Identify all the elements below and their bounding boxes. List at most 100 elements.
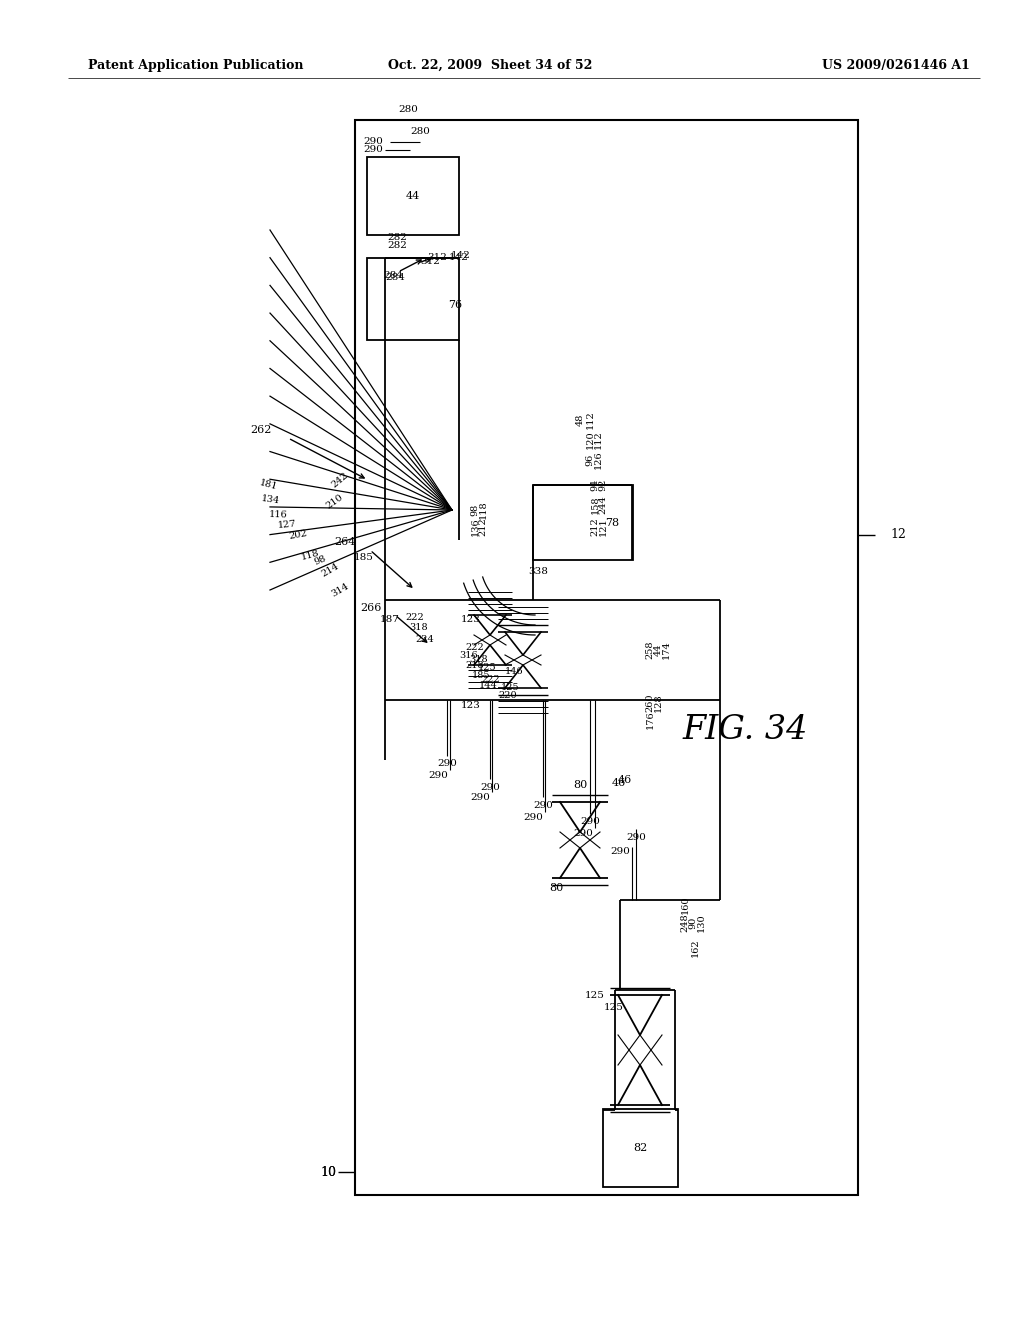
Text: 120: 120 [586, 430, 595, 449]
Text: 280: 280 [410, 128, 430, 136]
Text: 290: 290 [626, 833, 646, 842]
Text: 112: 112 [594, 430, 602, 449]
Text: 126: 126 [594, 450, 602, 470]
Text: 48: 48 [575, 413, 585, 426]
Text: 90: 90 [688, 917, 697, 929]
Text: 290: 290 [364, 137, 383, 147]
Text: 290: 290 [580, 817, 600, 826]
Text: 125: 125 [585, 990, 605, 999]
Text: 284: 284 [385, 272, 406, 281]
Text: 214: 214 [319, 561, 340, 578]
Text: Patent Application Publication: Patent Application Publication [88, 58, 303, 71]
Text: 290: 290 [364, 145, 383, 154]
Text: 312: 312 [420, 257, 440, 267]
Text: 123: 123 [461, 701, 481, 710]
Text: 290: 290 [480, 783, 500, 792]
Text: 10: 10 [319, 1166, 336, 1179]
Text: 242: 242 [330, 470, 350, 490]
Text: 185: 185 [471, 671, 490, 680]
Text: 78: 78 [605, 517, 620, 528]
Text: 248: 248 [681, 913, 689, 932]
Text: 92: 92 [598, 479, 607, 491]
Text: 222: 222 [406, 612, 424, 622]
Text: 316: 316 [460, 651, 478, 660]
Text: 10: 10 [319, 1166, 336, 1179]
Text: 218: 218 [465, 660, 484, 669]
Text: 12: 12 [890, 528, 906, 541]
Text: 224: 224 [416, 635, 434, 644]
Text: 262: 262 [251, 425, 272, 436]
Text: 181: 181 [258, 478, 279, 492]
Text: 210: 210 [325, 492, 345, 511]
Text: 258: 258 [645, 640, 654, 659]
Text: 128: 128 [653, 694, 663, 713]
Text: 142: 142 [450, 252, 469, 261]
Text: 202: 202 [288, 529, 308, 541]
Text: 82: 82 [633, 1143, 647, 1152]
Text: 136: 136 [470, 517, 479, 536]
Text: 174: 174 [662, 640, 671, 660]
Text: 212: 212 [478, 517, 487, 536]
Text: 98: 98 [470, 504, 479, 516]
Text: 282: 282 [387, 240, 407, 249]
Text: 144: 144 [479, 681, 498, 689]
Text: 314: 314 [330, 581, 350, 598]
Text: 318: 318 [410, 623, 428, 632]
Text: 312: 312 [427, 252, 446, 261]
Text: 46: 46 [618, 775, 632, 785]
Text: 282: 282 [387, 232, 407, 242]
Text: 125: 125 [604, 1003, 624, 1012]
Bar [367, 257, 459, 341]
Text: 44: 44 [406, 191, 420, 201]
Text: FIG. 34: FIG. 34 [682, 714, 808, 746]
Text: 260: 260 [645, 694, 654, 713]
Text: 125: 125 [477, 664, 496, 672]
Text: 116: 116 [268, 510, 288, 520]
Text: 142: 142 [451, 251, 471, 260]
Text: 96: 96 [586, 454, 595, 466]
Text: 123: 123 [461, 615, 481, 624]
Text: 80: 80 [572, 780, 587, 789]
Text: 222: 222 [465, 644, 484, 652]
Bar [534, 484, 633, 560]
Text: 187: 187 [380, 615, 400, 624]
Text: 185: 185 [354, 553, 374, 561]
Text: 284: 284 [383, 271, 403, 280]
Text: 80: 80 [550, 883, 564, 894]
Text: 176: 176 [645, 710, 654, 730]
Text: 290: 290 [610, 847, 630, 857]
Text: 318: 318 [469, 656, 488, 664]
Text: 160: 160 [681, 896, 689, 915]
Text: 146: 146 [505, 668, 523, 676]
Text: 244: 244 [598, 495, 607, 515]
Text: US 2009/0261446 A1: US 2009/0261446 A1 [822, 58, 970, 71]
Text: 44: 44 [653, 644, 663, 656]
Text: 162: 162 [690, 939, 699, 957]
Bar [355, 120, 858, 1195]
Text: 266: 266 [360, 603, 382, 612]
Text: 125: 125 [501, 682, 519, 692]
Text: 290: 290 [573, 829, 593, 837]
Text: 134: 134 [260, 494, 280, 506]
Text: 158: 158 [591, 496, 599, 515]
Text: 118: 118 [300, 548, 321, 562]
Text: 98: 98 [312, 553, 328, 566]
Text: 94: 94 [591, 479, 599, 491]
Text: 290: 290 [470, 792, 490, 801]
Text: 118: 118 [478, 500, 487, 519]
Text: 290: 290 [428, 771, 449, 780]
Text: 76: 76 [447, 300, 462, 310]
Text: 46: 46 [612, 777, 627, 788]
Text: 222: 222 [481, 676, 500, 685]
Text: 264: 264 [335, 537, 356, 546]
Text: 338: 338 [528, 568, 548, 577]
Text: 121: 121 [598, 517, 607, 536]
Text: Oct. 22, 2009  Sheet 34 of 52: Oct. 22, 2009 Sheet 34 of 52 [388, 58, 592, 71]
Text: 280: 280 [398, 106, 418, 115]
Text: 290: 290 [523, 813, 543, 821]
Text: 290: 290 [437, 759, 457, 768]
Text: 290: 290 [534, 800, 553, 809]
Text: 220: 220 [499, 690, 517, 700]
Bar [603, 1109, 678, 1187]
Bar [367, 157, 459, 235]
